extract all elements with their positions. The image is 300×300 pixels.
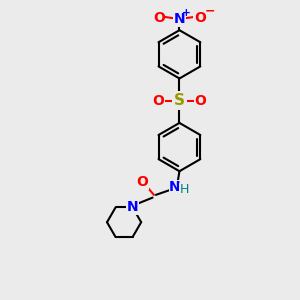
Text: S: S [174, 93, 185, 108]
Text: N: N [174, 12, 185, 26]
Text: N: N [127, 200, 138, 214]
Text: O: O [195, 94, 207, 108]
Text: O: O [137, 175, 148, 189]
Text: H: H [180, 183, 189, 196]
Text: O: O [152, 94, 164, 108]
Text: +: + [182, 8, 190, 17]
Text: O: O [194, 11, 206, 25]
Text: O: O [153, 11, 165, 25]
Text: −: − [205, 4, 215, 18]
Text: N: N [169, 180, 181, 194]
